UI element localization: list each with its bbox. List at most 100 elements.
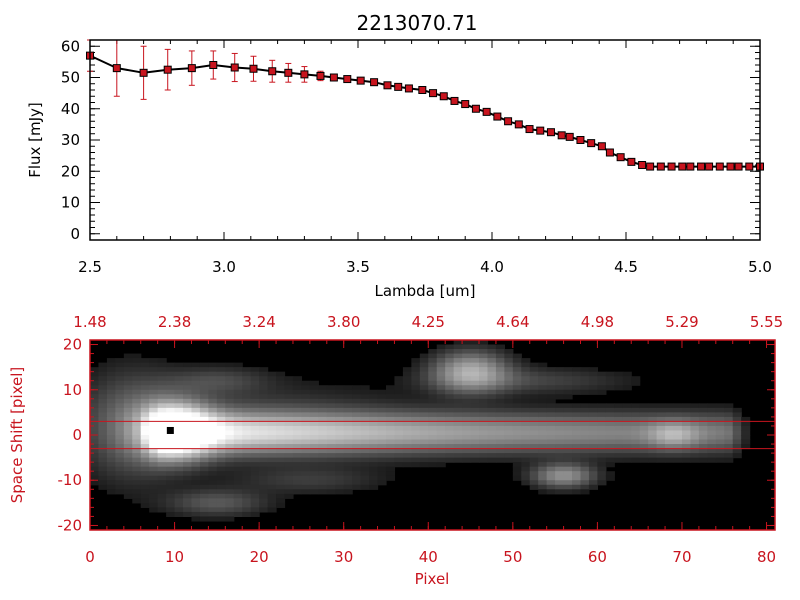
heatmap-cell bbox=[605, 416, 615, 423]
heatmap-cell bbox=[132, 389, 142, 395]
heatmap-cell bbox=[479, 398, 489, 404]
heatmap-cell bbox=[487, 353, 497, 359]
heatmap-cell bbox=[436, 398, 446, 404]
image-top-tick-label: 1.48 bbox=[73, 313, 106, 331]
heatmap-cell bbox=[191, 462, 201, 468]
heatmap-cell bbox=[250, 435, 260, 441]
heatmap-cell bbox=[242, 466, 252, 472]
heatmap-cell bbox=[681, 448, 692, 454]
heatmap-cell bbox=[512, 475, 522, 481]
heatmap-cell bbox=[588, 439, 599, 445]
heatmap-cell bbox=[453, 421, 463, 427]
heatmap-cell bbox=[242, 511, 252, 518]
heatmap-cell bbox=[318, 435, 328, 441]
heatmap-cell bbox=[436, 416, 446, 423]
heatmap-cell bbox=[588, 376, 599, 382]
heatmap-cell bbox=[529, 416, 539, 423]
heatmap-cell bbox=[402, 421, 412, 427]
heatmap-cell bbox=[673, 430, 683, 436]
heatmap-cell bbox=[140, 439, 150, 445]
heatmap-cell bbox=[546, 475, 556, 481]
heatmap-cell bbox=[166, 480, 176, 486]
heatmap-cell bbox=[402, 394, 412, 400]
heatmap-cell bbox=[166, 462, 176, 468]
heatmap-cell bbox=[191, 412, 201, 418]
heatmap-cell bbox=[90, 471, 100, 477]
heatmap-cell bbox=[555, 376, 565, 382]
heatmap-cell bbox=[622, 439, 632, 445]
heatmap-cell bbox=[394, 462, 404, 468]
heatmap-cell bbox=[504, 407, 514, 413]
heatmap-cell bbox=[445, 407, 455, 413]
heatmap-cell bbox=[529, 389, 539, 395]
heatmap-cell bbox=[352, 453, 362, 459]
heatmap-cell bbox=[462, 385, 472, 391]
heatmap-cell bbox=[284, 403, 294, 409]
heatmap-cell bbox=[149, 480, 159, 486]
heatmap-cell bbox=[715, 403, 725, 409]
heatmap-cell bbox=[318, 475, 328, 481]
heatmap-cell bbox=[352, 430, 362, 436]
heatmap-cell bbox=[90, 376, 100, 382]
heatmap-cell bbox=[656, 448, 666, 454]
heatmap-cell bbox=[335, 435, 345, 441]
heatmap-cell bbox=[318, 453, 328, 459]
heatmap-cell bbox=[512, 425, 522, 432]
spectrum-markers bbox=[86, 51, 764, 171]
heatmap-cell bbox=[157, 471, 167, 477]
heatmap-cell bbox=[445, 367, 455, 373]
heatmap-cell bbox=[512, 453, 522, 459]
heatmap-cell bbox=[115, 403, 125, 409]
heatmap-cell bbox=[284, 421, 294, 427]
heatmap-cell bbox=[183, 416, 193, 423]
data-point bbox=[209, 61, 218, 69]
heatmap-cell bbox=[394, 385, 404, 391]
heatmap-cell bbox=[597, 471, 607, 477]
chart-title: 2213070.71 bbox=[357, 11, 478, 35]
heatmap-cell bbox=[183, 466, 193, 472]
heatmap-cell bbox=[521, 416, 531, 423]
heatmap-cell bbox=[123, 430, 133, 436]
heatmap-cell bbox=[309, 489, 319, 495]
heatmap-cell bbox=[521, 453, 531, 459]
heatmap-cell bbox=[98, 439, 108, 445]
heatmap-cell bbox=[174, 412, 184, 418]
heatmap-cell bbox=[106, 376, 116, 382]
heatmap-cell bbox=[98, 430, 108, 436]
heatmap-cell bbox=[538, 425, 548, 432]
heatmap-cell bbox=[183, 380, 193, 386]
heatmap-cell bbox=[335, 421, 345, 427]
heatmap-cell bbox=[411, 448, 421, 454]
heatmap-cell bbox=[572, 484, 582, 490]
heatmap-cell bbox=[470, 353, 480, 359]
heatmap-cell bbox=[512, 371, 522, 377]
heatmap-cell bbox=[157, 416, 167, 423]
heatmap-cell bbox=[479, 380, 489, 386]
heatmap-cell bbox=[639, 425, 649, 432]
heatmap-cell bbox=[673, 421, 683, 427]
heatmap-cell bbox=[191, 516, 201, 522]
heatmap-cell bbox=[555, 367, 565, 373]
heatmap-cell bbox=[394, 453, 404, 459]
heatmap-cell bbox=[149, 371, 159, 377]
heatmap-cell bbox=[529, 371, 539, 377]
heatmap-cell bbox=[479, 353, 489, 359]
heatmap-cell bbox=[495, 421, 505, 427]
heatmap-cell bbox=[157, 502, 167, 508]
heatmap-cell bbox=[191, 439, 201, 445]
heatmap-cell bbox=[216, 362, 226, 368]
heatmap-cell bbox=[115, 475, 125, 481]
heatmap-cell bbox=[90, 466, 100, 472]
heatmap-cell bbox=[301, 425, 311, 432]
heatmap-cell bbox=[259, 398, 269, 404]
heatmap-cell bbox=[106, 425, 116, 432]
heatmap-cell bbox=[335, 484, 345, 490]
heatmap-cell bbox=[546, 425, 556, 432]
heatmap-cell bbox=[309, 389, 319, 395]
heatmap-cell bbox=[588, 371, 599, 377]
heatmap-cell bbox=[208, 471, 218, 477]
heatmap-cell bbox=[174, 471, 184, 477]
heatmap-cell bbox=[605, 453, 615, 459]
heatmap-cell bbox=[538, 448, 548, 454]
heatmap-cell bbox=[250, 457, 260, 463]
